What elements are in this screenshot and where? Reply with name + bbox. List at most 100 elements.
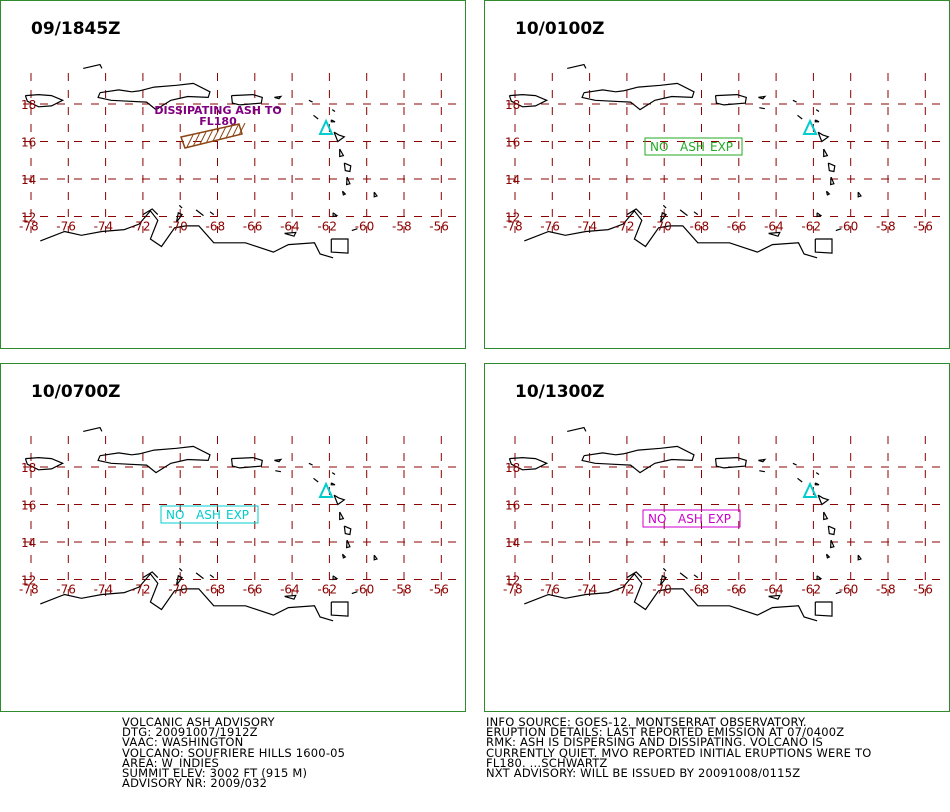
coastline: [351, 228, 358, 232]
latitude-label: 14: [505, 173, 520, 187]
coastline: [284, 231, 297, 237]
coastline: [679, 572, 688, 580]
coastline: [142, 571, 159, 579]
longitude-label: -70: [652, 220, 672, 234]
longitude-label: -60: [355, 583, 375, 597]
coastlines: [24, 63, 378, 259]
coastline: [331, 472, 336, 475]
coastline: [333, 494, 346, 506]
coastline: [814, 119, 820, 123]
advisory-line: INFO SOURCE: GOES-12. MONTSERRAT OBSERVA…: [486, 715, 807, 729]
latitude-label: 16: [21, 499, 36, 513]
latitude-label: 16: [505, 136, 520, 150]
longitude-label: -56: [913, 583, 933, 597]
advisory-line: RMK: ASH IS DISPERSING AND DISSIPATING. …: [486, 735, 824, 750]
coastline: [83, 426, 103, 432]
coastline: [339, 511, 345, 521]
no-ash-label: NO: [166, 508, 184, 522]
panel-time: 10/0700Z: [31, 382, 121, 402]
panel-time: 09/1845Z: [31, 19, 121, 39]
coastline: [792, 99, 797, 103]
latitude-label: 16: [505, 499, 520, 513]
panel-time: 10/1300Z: [515, 382, 605, 402]
coastline: [40, 209, 334, 259]
coastline: [581, 82, 695, 111]
coastline: [759, 470, 766, 473]
coastline: [827, 162, 836, 173]
coastline: [373, 191, 378, 198]
coastline: [343, 162, 352, 173]
coastline: [823, 148, 829, 158]
no-ash-label: EXP: [708, 512, 731, 526]
advisory-line: FL180. ...SCHWARTZ: [486, 755, 608, 770]
coastline: [195, 572, 204, 580]
advisory-line: ERUPTION DETAILS: LAST REPORTED EMISSION…: [486, 725, 845, 740]
volcano-icon: [802, 481, 818, 498]
map-0: 18 16 14 12-78 -76 -74 -72 -70 -68 -66 -64 -62 -60 -5…: [19, 63, 463, 259]
forecast-panel-1: 10/0100Z 18 16 14 12 -78 -76 -74 -72 -70 -68 -66 -6…: [484, 0, 950, 349]
coastline: [24, 456, 65, 471]
no-ash-label: ASH: [678, 512, 703, 526]
longitude-label: -66: [243, 220, 263, 234]
longitude-label: -78: [19, 583, 39, 597]
coastline: [333, 131, 346, 143]
no-ash-box: NO ASH EXP: [642, 509, 741, 528]
coastline: [581, 445, 695, 474]
coastline: [274, 458, 283, 463]
coastline: [827, 525, 836, 536]
advisory-line: CURRENTLY QUIET. MVO REPORTED INITIAL ER…: [486, 745, 872, 760]
coastline: [714, 93, 747, 106]
coastline: [83, 63, 103, 69]
coastline: [345, 539, 351, 549]
coastline: [332, 212, 339, 218]
grid-lines: [23, 73, 463, 233]
longitude-label: -62: [801, 583, 821, 597]
coastline: [275, 107, 282, 110]
coastline: [792, 462, 797, 466]
latitude-label: 18: [21, 98, 36, 112]
coastline: [817, 131, 830, 143]
advisory-line: VOLCANO: SOUFRIERE HILLS 1600-05: [122, 745, 346, 760]
coastline: [626, 208, 643, 216]
longitude-label: -60: [839, 583, 859, 597]
coastline: [308, 462, 313, 466]
longitude-label: -56: [429, 220, 449, 234]
advisory-line: VOLCANIC ASH ADVISORY: [122, 715, 275, 729]
ash-area-polygon: [180, 122, 246, 149]
volcano-icon: [318, 118, 334, 135]
coastline: [816, 212, 823, 218]
longitude-label: -78: [503, 220, 523, 234]
grid-lines: [507, 436, 947, 596]
longitude-label: -68: [206, 583, 226, 597]
no-ash-label: NO: [650, 140, 668, 154]
longitude-label: -68: [690, 583, 710, 597]
longitude-label: -74: [94, 220, 114, 234]
latitude-label: 12: [21, 211, 36, 225]
coastline: [815, 109, 820, 112]
coastline: [142, 208, 159, 216]
coastline: [341, 190, 347, 196]
coastline: [857, 191, 862, 198]
latitude-label: 12: [505, 574, 520, 588]
coastline: [814, 601, 833, 617]
coastline: [835, 591, 842, 595]
coastline: [330, 238, 349, 254]
coastlines: [24, 426, 378, 622]
longitude-label: -58: [876, 220, 896, 234]
coastline: [823, 511, 829, 521]
coastline: [829, 176, 835, 186]
longitude-label: -76: [540, 583, 560, 597]
longitude-label: -58: [392, 583, 412, 597]
coastline: [835, 228, 842, 232]
coastline: [330, 601, 349, 617]
latitude-label: 18: [505, 461, 520, 475]
coastline: [195, 209, 204, 217]
coastline: [679, 209, 688, 217]
coastline: [814, 482, 820, 486]
coastline: [768, 594, 781, 600]
longitude-label: -58: [392, 220, 412, 234]
longitude-label: -58: [876, 583, 896, 597]
longitude-label: -62: [317, 220, 337, 234]
coastline: [758, 95, 767, 100]
coastline: [24, 93, 65, 108]
